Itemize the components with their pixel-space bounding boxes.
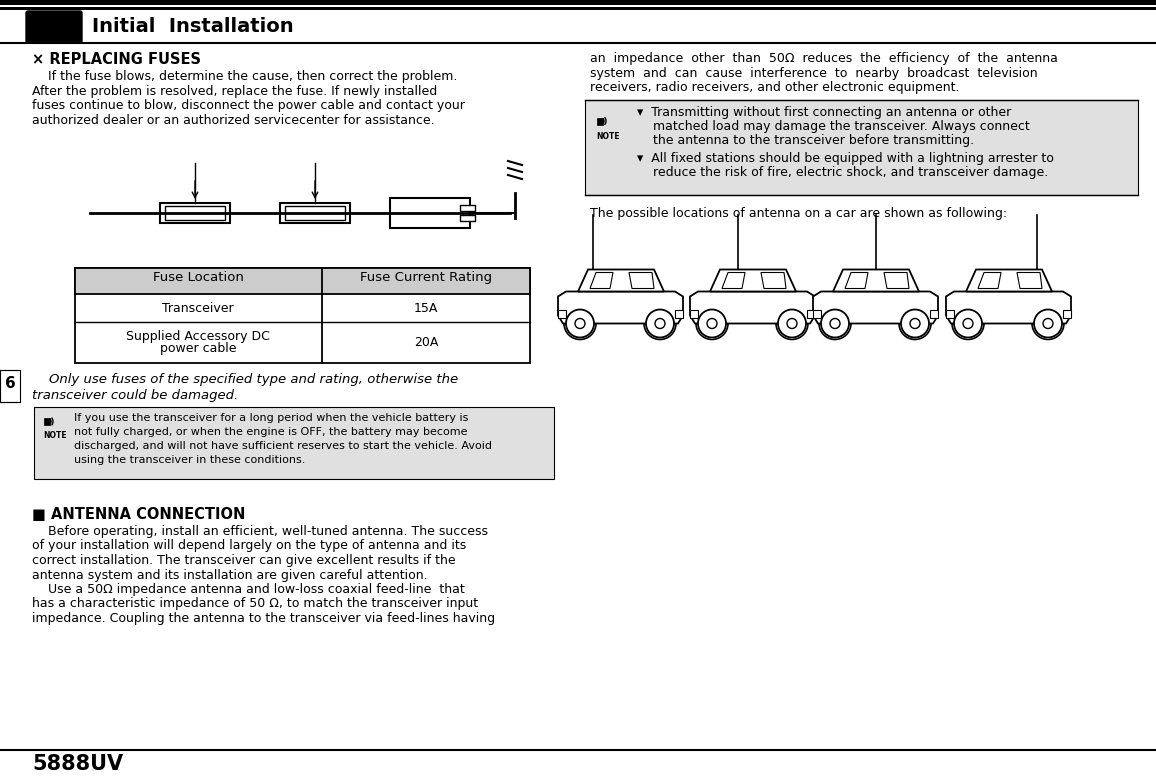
Circle shape bbox=[787, 318, 796, 328]
Polygon shape bbox=[558, 292, 683, 324]
Text: 3: 3 bbox=[45, 15, 62, 39]
Polygon shape bbox=[833, 269, 919, 292]
Text: After the problem is resolved, replace the fuse. If newly installed: After the problem is resolved, replace t… bbox=[32, 85, 437, 97]
Circle shape bbox=[778, 310, 806, 338]
Bar bbox=[690, 310, 698, 317]
Bar bbox=[1064, 310, 1070, 317]
Text: reduce the risk of fire, electric shock, and transceiver damage.: reduce the risk of fire, electric shock,… bbox=[637, 166, 1048, 178]
Text: matched load may damage the transceiver. Always connect: matched load may damage the transceiver.… bbox=[637, 120, 1030, 132]
Bar bbox=[585, 100, 1138, 194]
Text: transceiver could be damaged.: transceiver could be damaged. bbox=[32, 389, 238, 402]
Text: ▾  All fixed stations should be equipped with a lightning arrester to: ▾ All fixed stations should be equipped … bbox=[637, 152, 1054, 164]
Bar bbox=[0, 370, 20, 402]
Text: Fuse Current Rating: Fuse Current Rating bbox=[360, 271, 492, 284]
Bar bbox=[558, 310, 566, 317]
Bar bbox=[160, 203, 230, 223]
Polygon shape bbox=[813, 292, 938, 324]
Text: an  impedance  other  than  50Ω  reduces  the  efficiency  of  the  antenna: an impedance other than 50Ω reduces the … bbox=[590, 52, 1058, 65]
Circle shape bbox=[655, 318, 665, 328]
Polygon shape bbox=[722, 272, 744, 289]
Polygon shape bbox=[966, 269, 1052, 292]
Bar bbox=[0, 7, 1156, 10]
Bar bbox=[165, 206, 225, 220]
Circle shape bbox=[1043, 318, 1053, 328]
Polygon shape bbox=[845, 272, 868, 289]
Bar bbox=[807, 310, 815, 317]
Bar bbox=[460, 205, 475, 211]
Bar bbox=[946, 310, 954, 317]
Text: correct installation. The transceiver can give excellent results if the: correct installation. The transceiver ca… bbox=[32, 554, 455, 567]
Text: The possible locations of antenna on a car are shown as following:: The possible locations of antenna on a c… bbox=[590, 206, 1007, 219]
Circle shape bbox=[707, 318, 717, 328]
Bar bbox=[75, 268, 529, 294]
Text: discharged, and will not have sufficient reserves to start the vehicle. Avoid: discharged, and will not have sufficient… bbox=[74, 441, 492, 451]
Text: Before operating, install an efficient, well-tuned antenna. The success: Before operating, install an efficient, … bbox=[32, 525, 488, 538]
Circle shape bbox=[1033, 310, 1062, 338]
Bar bbox=[75, 268, 529, 363]
Text: Only use fuses of the specified type and rating, otherwise the: Only use fuses of the specified type and… bbox=[32, 373, 458, 386]
Polygon shape bbox=[690, 292, 815, 324]
Text: 20A: 20A bbox=[414, 335, 438, 349]
Bar bbox=[929, 310, 938, 317]
Text: power cable: power cable bbox=[160, 342, 236, 355]
Bar bbox=[0, 0, 1156, 5]
Polygon shape bbox=[761, 272, 786, 289]
Bar bbox=[813, 310, 821, 317]
Text: 15A: 15A bbox=[414, 302, 438, 314]
Text: not fully charged, or when the engine is OFF, the battery may become: not fully charged, or when the engine is… bbox=[74, 427, 467, 437]
Bar bbox=[286, 206, 344, 220]
Bar bbox=[390, 198, 470, 228]
Text: NOTE: NOTE bbox=[596, 131, 620, 141]
Text: ▾  Transmitting without first connecting an antenna or other: ▾ Transmitting without first connecting … bbox=[637, 106, 1012, 118]
Text: 6: 6 bbox=[5, 376, 15, 391]
Circle shape bbox=[901, 310, 929, 338]
Polygon shape bbox=[884, 272, 909, 289]
Circle shape bbox=[566, 310, 594, 338]
Bar bbox=[596, 117, 603, 124]
Polygon shape bbox=[946, 292, 1070, 324]
Text: receivers, radio receivers, and other electronic equipment.: receivers, radio receivers, and other el… bbox=[590, 81, 959, 94]
Polygon shape bbox=[629, 272, 654, 289]
Polygon shape bbox=[1017, 272, 1042, 289]
Text: If the fuse blows, determine the cause, then correct the problem.: If the fuse blows, determine the cause, … bbox=[32, 70, 458, 83]
Circle shape bbox=[698, 310, 726, 338]
Polygon shape bbox=[578, 269, 664, 292]
Circle shape bbox=[830, 318, 840, 328]
Text: Use a 50Ω impedance antenna and low-loss coaxial feed-line  that: Use a 50Ω impedance antenna and low-loss… bbox=[32, 583, 465, 596]
FancyBboxPatch shape bbox=[25, 11, 82, 43]
Bar bbox=[80, 158, 520, 258]
Circle shape bbox=[954, 310, 981, 338]
Text: NOTE: NOTE bbox=[43, 431, 67, 440]
Bar bbox=[34, 407, 554, 479]
Text: impedance. Coupling the antenna to the transceiver via feed-lines having: impedance. Coupling the antenna to the t… bbox=[32, 612, 495, 625]
Text: × REPLACING FUSES: × REPLACING FUSES bbox=[32, 52, 201, 67]
Circle shape bbox=[575, 318, 585, 328]
Circle shape bbox=[910, 318, 920, 328]
Text: fuses continue to blow, disconnect the power cable and contact your: fuses continue to blow, disconnect the p… bbox=[32, 99, 465, 112]
Bar bbox=[460, 215, 475, 221]
Text: ■ ANTENNA CONNECTION: ■ ANTENNA CONNECTION bbox=[32, 507, 245, 522]
Text: authorized dealer or an authorized servicecenter for assistance.: authorized dealer or an authorized servi… bbox=[32, 114, 435, 127]
Bar bbox=[44, 418, 50, 425]
Text: Fuse Location: Fuse Location bbox=[153, 271, 244, 284]
Text: of your installation will depend largely on the type of antenna and its: of your installation will depend largely… bbox=[32, 539, 466, 552]
Text: If you use the transceiver for a long period when the vehicle battery is: If you use the transceiver for a long pe… bbox=[74, 413, 468, 423]
Polygon shape bbox=[710, 269, 796, 292]
Text: the antenna to the transceiver before transmitting.: the antenna to the transceiver before tr… bbox=[637, 134, 975, 146]
Text: Transceiver: Transceiver bbox=[162, 302, 234, 314]
Polygon shape bbox=[590, 272, 613, 289]
Text: system  and  can  cause  interference  to  nearby  broadcast  television: system and can cause interference to nea… bbox=[590, 66, 1038, 79]
Polygon shape bbox=[978, 272, 1001, 289]
Text: 5888UV: 5888UV bbox=[32, 754, 124, 774]
Circle shape bbox=[963, 318, 973, 328]
Circle shape bbox=[646, 310, 674, 338]
Text: using the transceiver in these conditions.: using the transceiver in these condition… bbox=[74, 455, 305, 465]
Text: antenna system and its installation are given careful attention.: antenna system and its installation are … bbox=[32, 569, 428, 581]
Circle shape bbox=[821, 310, 849, 338]
Text: has a characteristic impedance of 50 Ω, to match the transceiver input: has a characteristic impedance of 50 Ω, … bbox=[32, 598, 479, 611]
Text: Initial  Installation: Initial Installation bbox=[92, 17, 294, 36]
Text: Supplied Accessory DC: Supplied Accessory DC bbox=[126, 330, 271, 343]
Bar bbox=[280, 203, 350, 223]
Bar bbox=[675, 310, 683, 317]
